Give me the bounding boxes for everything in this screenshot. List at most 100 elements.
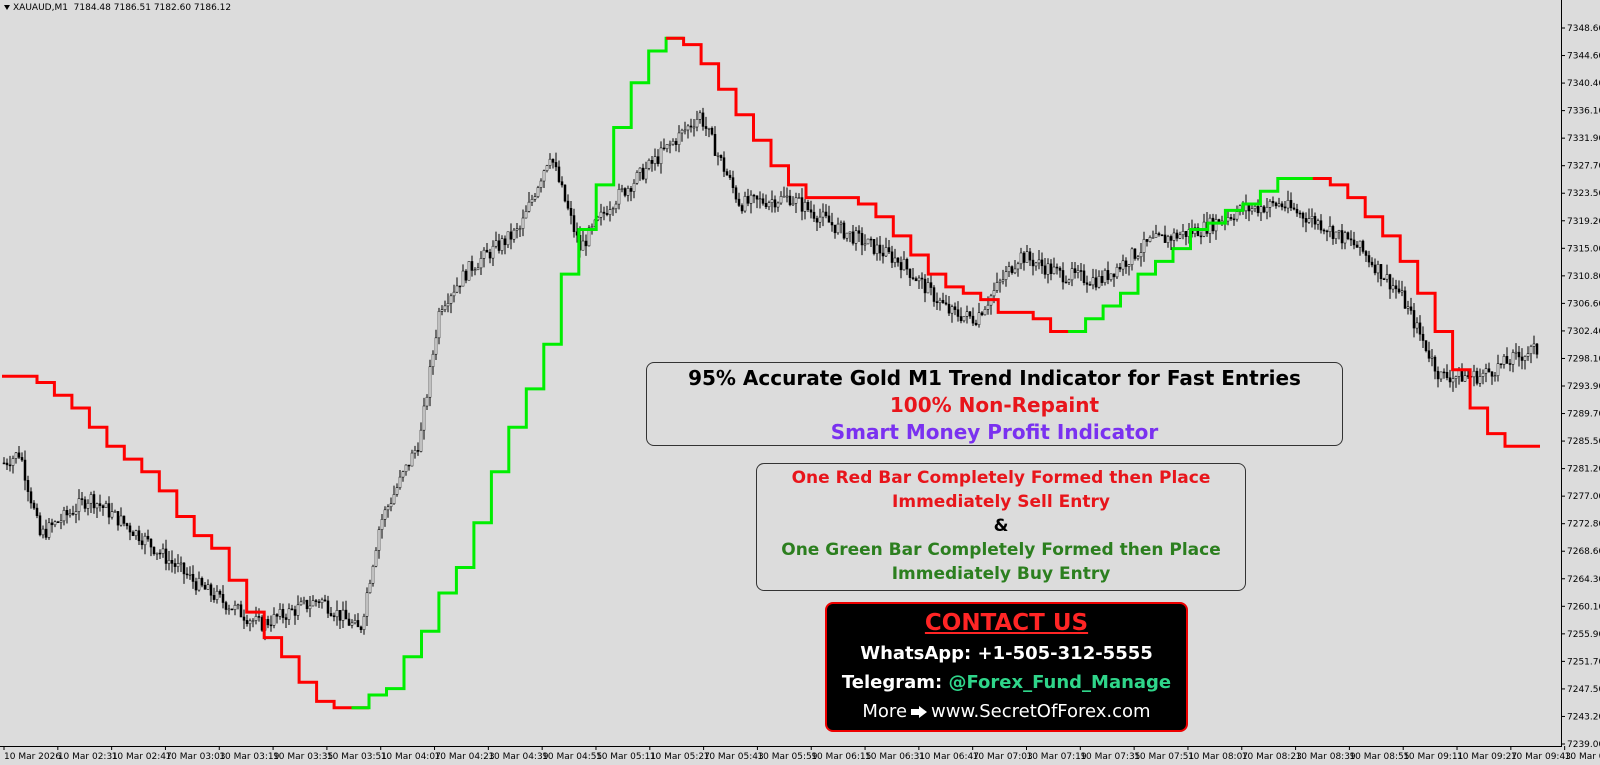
candle-body [131,531,135,537]
candle-body [245,620,249,625]
candle-body [50,522,54,526]
candle-body [182,562,186,575]
candle-body [1037,259,1041,264]
candle-body [629,188,633,192]
candle-body [44,528,48,538]
candle-body [104,503,108,508]
candle-body [35,507,39,516]
candle-body [26,480,30,492]
candle-body [362,616,366,630]
candle-body [1328,226,1332,233]
candle-body [266,619,270,626]
telegram-contact[interactable]: Telegram: @Forex_Fund_Manage [827,668,1186,697]
candle-body [797,197,801,199]
candle-body [1496,363,1500,376]
candle-body [428,366,432,398]
candle-body [587,227,591,247]
candle-body [281,609,285,618]
candle-body [200,577,204,586]
candle-body [1508,363,1512,365]
candle-body [1478,376,1482,384]
website-link[interactable]: www.SecretOfForex.com [931,701,1151,722]
candle-body [542,170,546,182]
candle-body [305,599,309,610]
candle-body [653,156,657,164]
candle-body [488,251,492,259]
price-tick-label: 7306.60 [1567,299,1600,309]
time-tick-label: 10 Mar 07:35 [1080,752,1140,762]
candle-body [722,157,726,172]
candle-body [767,202,771,208]
candle-body [731,177,735,188]
candle-body [851,231,855,244]
candle-body [518,228,522,230]
candle-body [1181,231,1185,236]
candle-body [1532,343,1536,347]
candle-body [53,521,57,526]
candle-body [1184,231,1188,237]
candle-body [1394,285,1398,290]
price-tick-label: 7272.80 [1567,520,1600,530]
candle-body [1433,356,1437,372]
candle-body [656,156,660,164]
candle-body [494,240,498,247]
candle-body [155,552,159,555]
candle-body [239,604,243,618]
candle-body [821,211,825,218]
candle-body [1148,237,1152,242]
candle-body [455,285,459,293]
candle-body [1481,372,1485,377]
candle-body [107,503,111,518]
candle-body [8,464,12,467]
candle-body [626,188,630,196]
candle-body [122,515,126,524]
candle-body [761,198,765,204]
candle-body [1292,207,1296,210]
candle-body [1337,230,1341,233]
candle-body [464,270,468,281]
price-tick-label: 7319.20 [1567,217,1600,227]
candle-body [638,167,642,173]
candle-body [1088,284,1092,286]
candle-body [395,487,399,495]
candle-body [1502,356,1506,365]
candle-body [1031,259,1035,267]
time-tick-label: 10 Mar 07:51 [1134,752,1194,762]
candle-body [377,529,381,551]
candle-body [551,158,555,163]
telegram-handle[interactable]: @Forex_Fund_Manage [948,672,1172,693]
candle-body [458,285,462,288]
dropdown-arrow-icon[interactable] [4,5,10,10]
candle-body [527,201,531,212]
time-tick-label: 10 Mar 09:43 [1511,752,1571,762]
candle-body [1430,356,1434,359]
candle-body [644,168,648,180]
buy-instruction-line2: Immediately Buy Entry [891,564,1111,584]
website-row[interactable]: More www.SecretOfForex.com [827,697,1186,726]
candle-body [1421,333,1425,341]
candle-body [884,247,888,257]
candle-body [1025,251,1029,263]
candle-body [137,530,141,542]
candle-body [1286,200,1290,209]
whatsapp-contact[interactable]: WhatsApp: +1-505-312-5555 [860,643,1153,664]
price-tick-label: 7315.00 [1567,244,1600,254]
time-tick-label: 10 Mar 06:47 [919,752,979,762]
candle-body [842,222,846,239]
candle-body [1415,322,1419,329]
candle-body [614,203,618,209]
candle-body [1163,234,1167,243]
candle-body [785,195,789,198]
candle-body [695,119,699,128]
candle-body [1313,216,1317,225]
price-tick-label: 7348.60 [1567,24,1600,34]
candle-body [392,494,396,505]
candle-body [524,211,528,219]
candle-body [233,604,237,610]
candle-body [194,581,198,591]
time-tick-label: 10 Mar 07:19 [1026,752,1086,762]
candle-body [533,196,537,200]
price-tick-label: 7310.80 [1567,272,1600,282]
candle-body [1316,220,1320,225]
